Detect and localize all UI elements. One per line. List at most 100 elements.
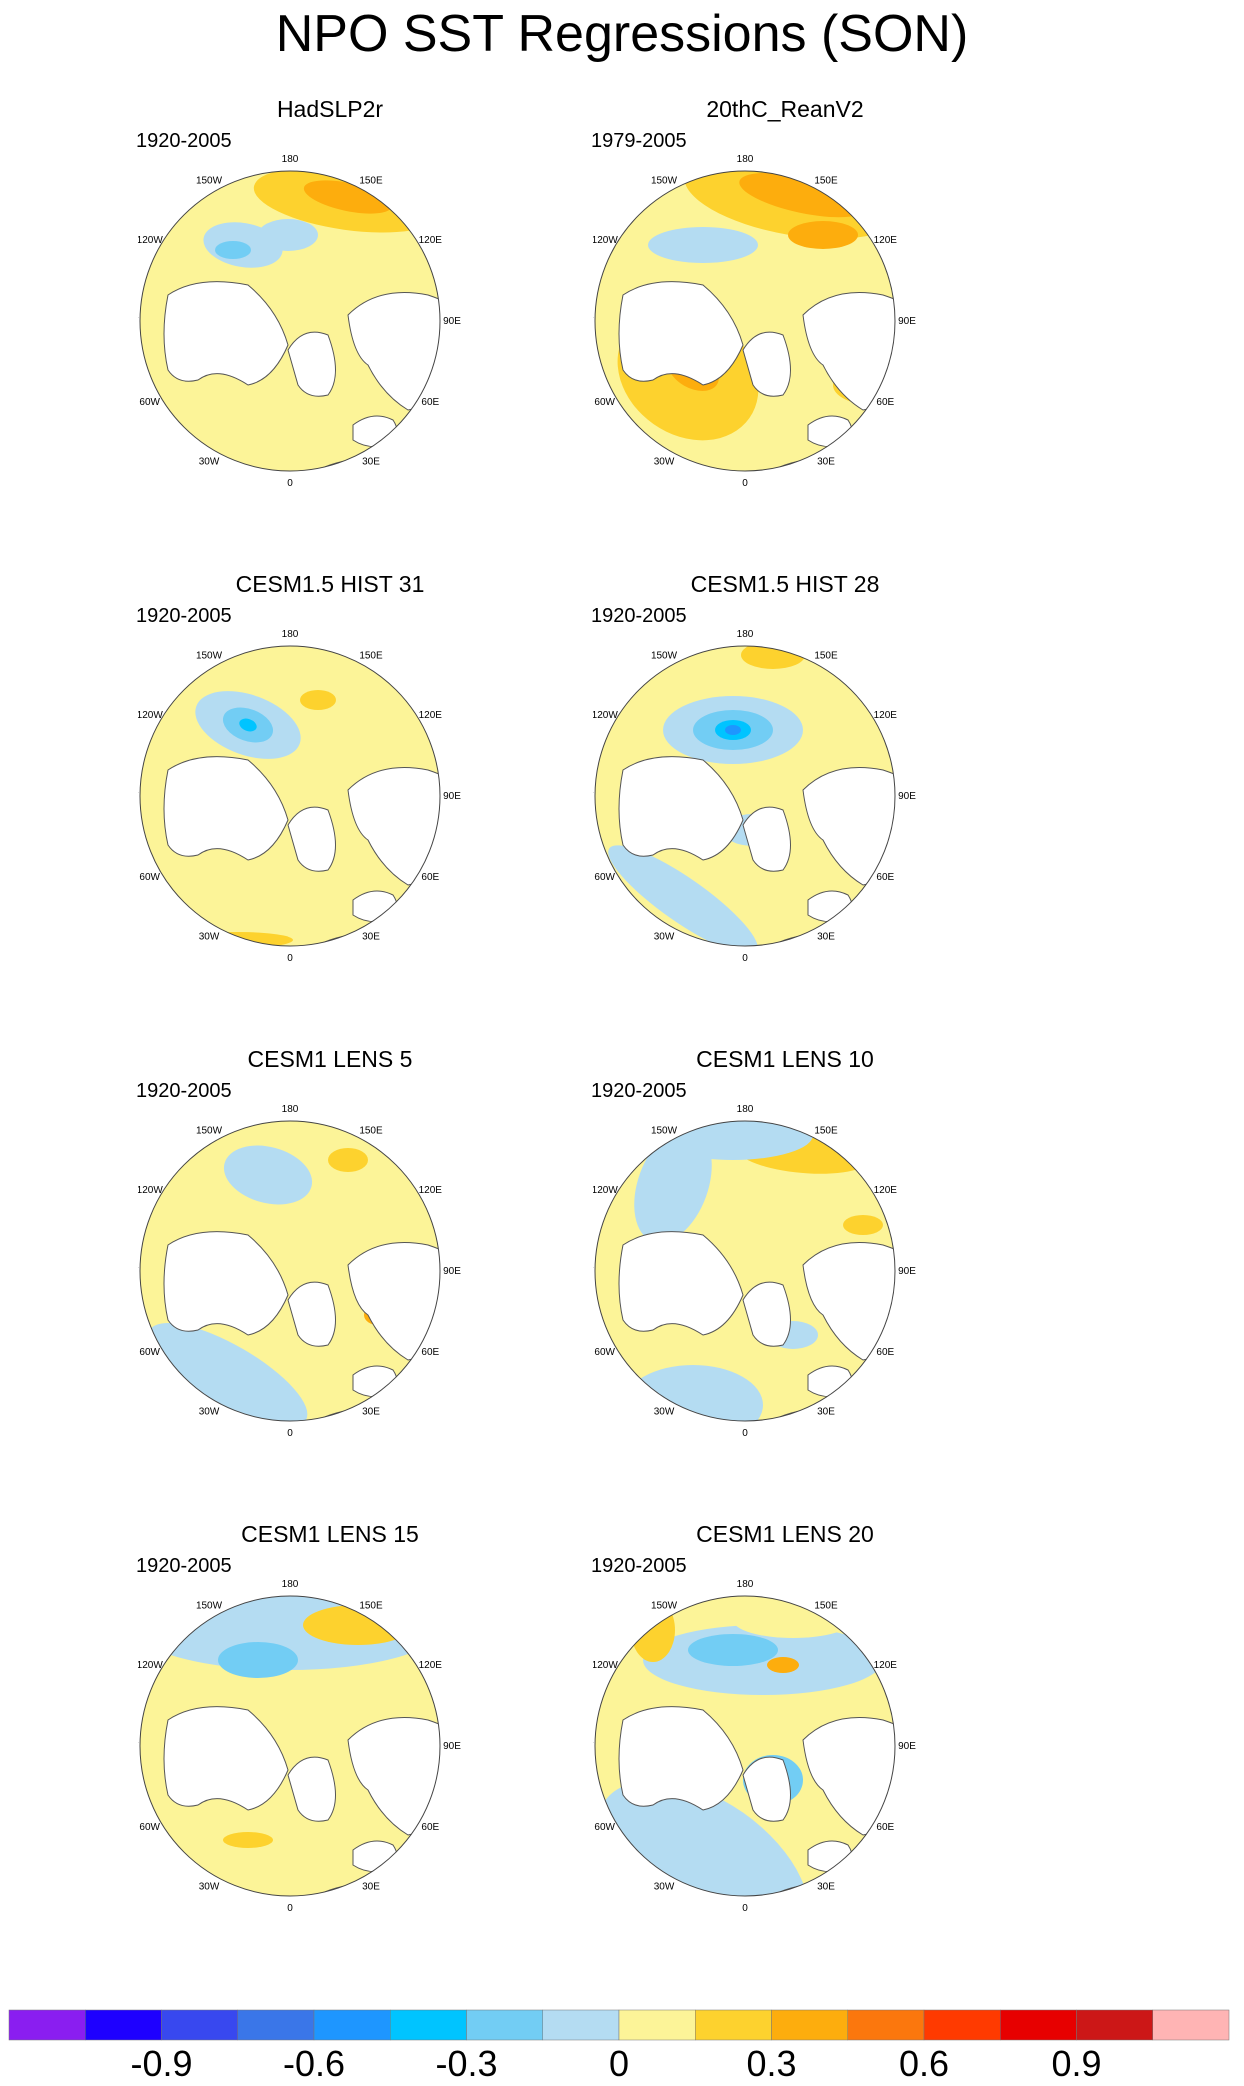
- land-mass: [742, 1756, 791, 1822]
- sst-anomaly-region: [688, 1634, 778, 1666]
- longitude-label: 150E: [814, 1126, 838, 1137]
- longitude-label: 120W: [593, 710, 618, 721]
- map-boundary: [594, 1120, 896, 1422]
- longitude-label: 0: [287, 1903, 293, 1914]
- longitude-label: 120W: [138, 1185, 163, 1196]
- land-mass: [618, 1231, 744, 1336]
- sst-anomaly-region: [303, 1605, 413, 1645]
- land-mass: [163, 1706, 289, 1811]
- colorbar-tick-label: -0.6: [282, 2043, 346, 2084]
- longitude-label: 30W: [199, 1881, 220, 1892]
- longitude-label: 30E: [362, 931, 380, 942]
- longitude-label: 60W: [139, 872, 160, 883]
- longitude-label: 90W: [138, 316, 139, 327]
- longitude-label: 90E: [898, 791, 916, 802]
- longitude-label: 120E: [874, 1660, 898, 1671]
- sst-anomaly-region: [648, 227, 758, 263]
- sst-anomaly-region: [608, 845, 758, 946]
- map-boundary: [139, 1595, 441, 1897]
- longitude-label: 150W: [196, 1601, 223, 1612]
- sst-anomaly-region: [223, 1832, 273, 1848]
- longitude-label: 180: [737, 1104, 754, 1115]
- longitude-label: 0: [287, 478, 293, 489]
- land-mass: [807, 890, 853, 923]
- polar-map: 180 150E 120E 90E 60E 30E 0 30W 60W 90W 120W 150W: [138, 1579, 461, 1914]
- figure-title: NPO SST Regressions (SON): [275, 5, 969, 63]
- map-panel: 20thC_ReanV2 1979-2005 180 150E 120E 90E 60E 30…: [555, 95, 1015, 535]
- polar-map: 180 150E 120E 90E 60E 30E 0 30W 60W 90W 120W 150W: [138, 154, 461, 489]
- longitude-label: 60W: [594, 1822, 615, 1833]
- map-boundary: [594, 1595, 896, 1897]
- colorbar-tick-label: -0.9: [130, 2043, 193, 2084]
- longitude-label: 90E: [898, 316, 916, 327]
- colorbar-box: [923, 2009, 1001, 2041]
- colorbar-box: [1152, 2009, 1230, 2041]
- sst-anomaly-region: [258, 219, 318, 251]
- colorbar-box: [8, 2009, 86, 2041]
- longitude-label: 0: [742, 1903, 748, 1914]
- longitude-label: 90W: [138, 1266, 139, 1277]
- longitude-label: 30W: [199, 1406, 220, 1417]
- colorbar-box: [695, 2009, 772, 2041]
- land-mass: [352, 1840, 398, 1873]
- longitude-label: 90W: [138, 1741, 139, 1752]
- longitude-label: 180: [282, 1104, 299, 1115]
- map-panel: CESM1.5 HIST 31 1920-2005 180 150E 120E 90E 60…: [100, 570, 560, 1010]
- colorbar: [8, 2009, 1238, 2046]
- land-mass: [618, 281, 744, 386]
- longitude-label: 150W: [651, 651, 678, 662]
- longitude-label: 180: [282, 629, 299, 640]
- colorbar-box: [847, 2009, 925, 2041]
- longitude-label: 150E: [359, 1126, 383, 1137]
- map-boundary: [139, 1120, 441, 1422]
- longitude-label: 90W: [593, 1266, 594, 1277]
- longitude-label: 90E: [443, 791, 461, 802]
- panel-years: 1920-2005: [136, 1555, 232, 1577]
- colorbar-box: [1000, 2009, 1077, 2041]
- map-boundary: [139, 170, 441, 472]
- longitude-label: 30E: [362, 1406, 380, 1417]
- longitude-label: 0: [742, 478, 748, 489]
- panel-years: 1920-2005: [591, 1080, 687, 1102]
- longitude-label: 90E: [443, 1741, 461, 1752]
- longitude-label: 60W: [594, 397, 615, 408]
- land-mass: [352, 890, 398, 923]
- longitude-label: 120E: [419, 710, 443, 721]
- colorbar-tick-label: 0.6: [898, 2043, 950, 2084]
- polar-map: 180 150E 120E 90E 60E 30E 0 30W 60W 90W 120W 150W: [593, 154, 916, 489]
- sst-anomaly-region: [303, 180, 393, 214]
- panel-years: 1920-2005: [591, 605, 687, 627]
- longitude-label: 90E: [443, 316, 461, 327]
- longitude-label: 150W: [651, 176, 678, 187]
- land-mass: [287, 1281, 336, 1347]
- longitude-label: 0: [742, 1428, 748, 1439]
- longitude-label: 60W: [594, 872, 615, 883]
- land-mass: [807, 1840, 853, 1873]
- sst-anomaly-region: [148, 1323, 308, 1421]
- longitude-label: 30E: [817, 1881, 835, 1892]
- polar-map: 180 150E 120E 90E 60E 30E 0 30W 60W 90W 120W 150W: [593, 1104, 916, 1439]
- land-mass: [618, 1706, 744, 1811]
- longitude-label: 150W: [651, 1601, 678, 1612]
- longitude-label: 30E: [817, 456, 835, 467]
- longitude-label: 150E: [359, 1601, 383, 1612]
- panel-title: CESM1 LENS 5: [247, 1046, 413, 1072]
- longitude-label: 30W: [654, 1881, 675, 1892]
- colorbar-box: [542, 2009, 620, 2041]
- map-panel: CESM1 LENS 20 1920-2005 180 150E 120E 90E 60E 3…: [555, 1520, 1015, 1960]
- longitude-label: 90W: [138, 791, 139, 802]
- longitude-label: 150E: [359, 176, 383, 187]
- longitude-label: 150E: [814, 176, 838, 187]
- sst-anomaly-region: [767, 1657, 799, 1673]
- panel-title: CESM1 LENS 20: [696, 1521, 874, 1547]
- longitude-label: 30W: [199, 456, 220, 467]
- longitude-label: 120W: [138, 710, 163, 721]
- land-mass: [287, 331, 336, 397]
- longitude-label: 0: [287, 1428, 293, 1439]
- longitude-label: 60W: [139, 1822, 160, 1833]
- colorbar-tick-label: -0.3: [435, 2043, 498, 2084]
- longitude-label: 60E: [876, 1347, 894, 1358]
- sst-anomaly-region: [843, 1215, 883, 1235]
- longitude-label: 30E: [817, 931, 835, 942]
- land-mass: [163, 756, 289, 861]
